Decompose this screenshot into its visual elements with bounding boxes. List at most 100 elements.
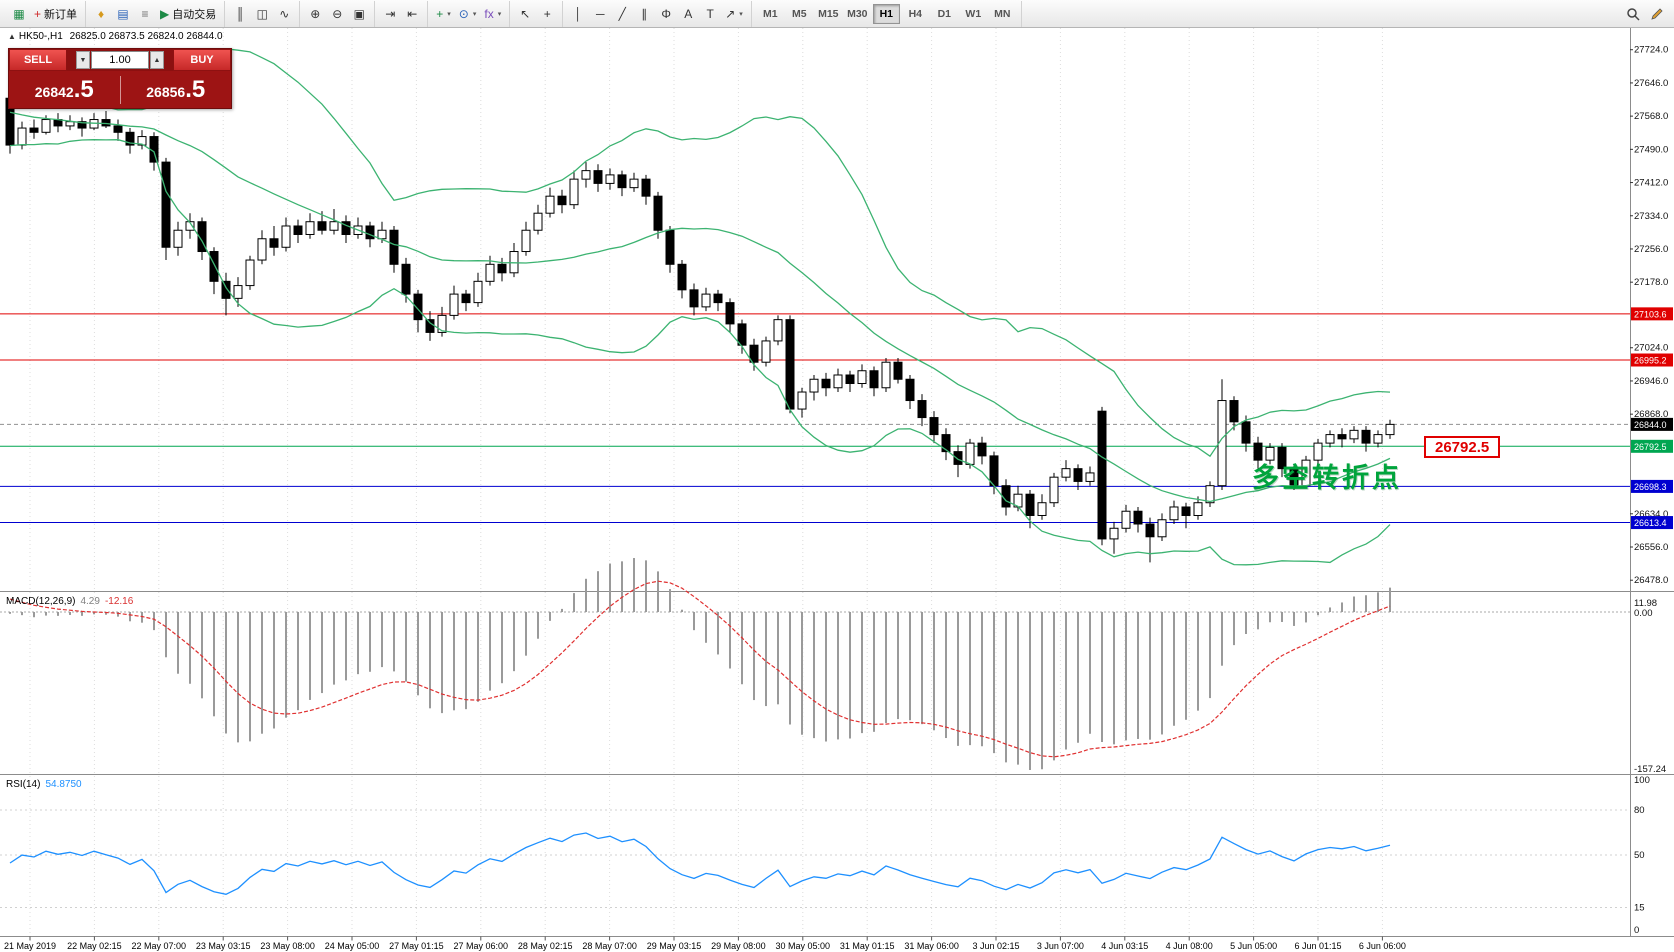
svg-text:26478.0: 26478.0 [1634, 575, 1668, 586]
toolbar-group: ↖ + [510, 0, 564, 27]
svg-text:21 May 2019: 21 May 2019 [4, 941, 56, 951]
svg-text:3 Jun 02:15: 3 Jun 02:15 [972, 941, 1019, 951]
timeframe-m15[interactable]: M15 [818, 7, 839, 20]
trendline-icon[interactable]: ╱ [618, 6, 626, 21]
volume-control: ▼ 1.00 ▲ [67, 49, 173, 71]
buy-price-main: 26856 [146, 83, 186, 100]
toolbar-group: ║ ◫ ∿ [225, 0, 301, 27]
svg-text:31 May 06:00: 31 May 06:00 [904, 941, 959, 951]
timeframe-h4[interactable]: H4 [908, 7, 923, 20]
ohlc-values: 26825.0 26873.5 26824.0 26844.0 [69, 31, 223, 42]
macd-signal-value: -12.16 [104, 596, 134, 607]
macd-pane: 11.980.00 -157.24 [0, 558, 1666, 775]
volume-input[interactable]: 1.00 [91, 51, 149, 69]
svg-text:27724.0: 27724.0 [1634, 45, 1668, 56]
indicators-dropdown[interactable]: fx ▾ [484, 6, 502, 21]
rsi-indicator-label: RSI(14) 54.8750 [6, 779, 82, 790]
new-chart-icon[interactable]: ▦ [13, 6, 25, 21]
svg-text:23 May 03:15: 23 May 03:15 [196, 941, 251, 951]
text-icon[interactable]: A [684, 6, 693, 21]
svg-text:11.98: 11.98 [1634, 598, 1657, 609]
horizontal-line-icon[interactable]: ─ [595, 6, 605, 21]
candlestick-chart-icon[interactable]: ◫ [256, 6, 268, 21]
svg-text:23 May 08:00: 23 May 08:00 [260, 941, 315, 951]
timeframe-m1[interactable]: M1 [763, 7, 778, 20]
bar-chart-icon[interactable]: ║ [235, 6, 245, 21]
toolbar-group: ⇥ ⇤ [375, 0, 429, 27]
svg-text:28 May 07:00: 28 May 07:00 [582, 941, 637, 951]
one-click-toggle-icon[interactable]: ▲ [8, 32, 16, 41]
symbol-period-label: HK50-,H1 [18, 31, 63, 42]
data-window-icon[interactable]: ▤ [117, 6, 129, 21]
line-chart-icon[interactable]: ∿ [279, 6, 290, 21]
buy-price-pips: .5 [185, 75, 206, 103]
timeframe-mn[interactable]: MN [994, 7, 1011, 20]
volume-increase-button[interactable]: ▲ [150, 51, 164, 69]
svg-text:26634.0: 26634.0 [1634, 509, 1668, 520]
zoom-out-icon[interactable]: ⊖ [332, 6, 343, 21]
svg-text:27178.0: 27178.0 [1634, 277, 1668, 288]
text-label-icon[interactable]: T [706, 6, 714, 21]
timeframe-m30[interactable]: M30 [847, 7, 868, 20]
svg-text:27256.0: 27256.0 [1634, 244, 1668, 255]
svg-text:0: 0 [1634, 925, 1639, 936]
timeframe-group: M1 M5 M15 M30 H1 H4 D1 W1 MN [752, 0, 1022, 27]
chart-list-icon[interactable]: ▣ [353, 6, 365, 21]
svg-text:26613.4: 26613.4 [1634, 518, 1667, 528]
toolbar-right-group [1622, 3, 1670, 25]
buy-button[interactable]: BUY [173, 49, 231, 71]
fibonacci-icon[interactable]: Φ [661, 6, 671, 21]
time-axis[interactable]: 21 May 2019 22 May 02:15 22 May 07:00 23 Ma… [4, 936, 1406, 952]
price-axis[interactable]: 27724.0 27646.0 27568.0 27490.0 27412.0 27334… [1630, 45, 1673, 586]
svg-text:27412.0: 27412.0 [1634, 178, 1668, 189]
svg-text:31 May 01:15: 31 May 01:15 [840, 941, 895, 951]
new-order-button[interactable]: + 新订单 [34, 6, 78, 21]
svg-text:24 May 05:00: 24 May 05:00 [325, 941, 380, 951]
svg-text:26995.2: 26995.2 [1634, 356, 1667, 366]
candles [5, 91, 1395, 563]
svg-text:22 May 07:00: 22 May 07:00 [132, 941, 187, 951]
svg-text:26556.0: 26556.0 [1634, 542, 1668, 553]
cursor-icon[interactable]: ↖ [520, 6, 531, 21]
svg-text:4 Jun 08:00: 4 Jun 08:00 [1166, 941, 1213, 951]
period-clock-dropdown[interactable]: ⊙ ▾ [458, 6, 477, 21]
rsi-pane: 100 80 50 15 0 [0, 775, 1650, 936]
crosshair-icon[interactable]: + [543, 6, 551, 21]
price-level-callout[interactable]: 26792.5 [1424, 436, 1501, 458]
navigator-icon[interactable]: ≡ [141, 6, 149, 21]
macd-indicator-label: MACD(12,26,9) 4.29 -12.16 [6, 596, 133, 607]
svg-text:0.00: 0.00 [1634, 608, 1653, 619]
vertical-line-icon[interactable]: │ [574, 6, 582, 21]
svg-text:27646.0: 27646.0 [1634, 78, 1668, 89]
svg-text:26868.0: 26868.0 [1634, 409, 1668, 420]
svg-text:5 Jun 05:00: 5 Jun 05:00 [1230, 941, 1277, 951]
svg-text:22 May 02:15: 22 May 02:15 [67, 941, 122, 951]
timeframe-h1[interactable]: H1 [872, 3, 900, 24]
market-watch-icon[interactable]: ♦ [97, 6, 105, 21]
timeframe-m5[interactable]: M5 [792, 7, 807, 20]
chart-shift-icon[interactable]: ⇤ [407, 6, 418, 21]
one-click-trading-panel: SELL ▼ 1.00 ▲ BUY 26842.5 26856.5 [8, 48, 232, 109]
timeframe-d1[interactable]: D1 [937, 7, 952, 20]
chart-annotation-text: 多空转折点 [1252, 463, 1402, 493]
svg-text:27 May 01:15: 27 May 01:15 [389, 941, 444, 951]
auto-scroll-icon[interactable]: ⇥ [385, 6, 396, 21]
shapes-dropdown[interactable]: ↗ ▾ [725, 6, 743, 21]
buy-price[interactable]: 26856.5 [121, 75, 232, 103]
toolbar-group: │ ─ ╱ ∥ Φ A T ↗ ▾ [563, 0, 752, 27]
timeframe-w1[interactable]: W1 [965, 7, 982, 20]
svg-text:26698.3: 26698.3 [1634, 482, 1667, 492]
bollinger-bands [9, 48, 1391, 566]
price-divider [119, 75, 121, 104]
sell-button[interactable]: SELL [9, 49, 67, 71]
search-icon[interactable] [1622, 3, 1644, 25]
pencil-icon[interactable] [1646, 3, 1668, 25]
zoom-in-icon[interactable]: ⊕ [310, 6, 321, 21]
sell-price[interactable]: 26842.5 [9, 77, 120, 102]
volume-decrease-button[interactable]: ▼ [76, 51, 90, 69]
channel-icon[interactable]: ∥ [641, 6, 648, 21]
svg-text:26946.0: 26946.0 [1634, 376, 1668, 387]
autotrading-button[interactable]: ▶ 自动交易 [160, 6, 217, 21]
new-order-dropdown[interactable]: + ▾ [436, 6, 451, 21]
